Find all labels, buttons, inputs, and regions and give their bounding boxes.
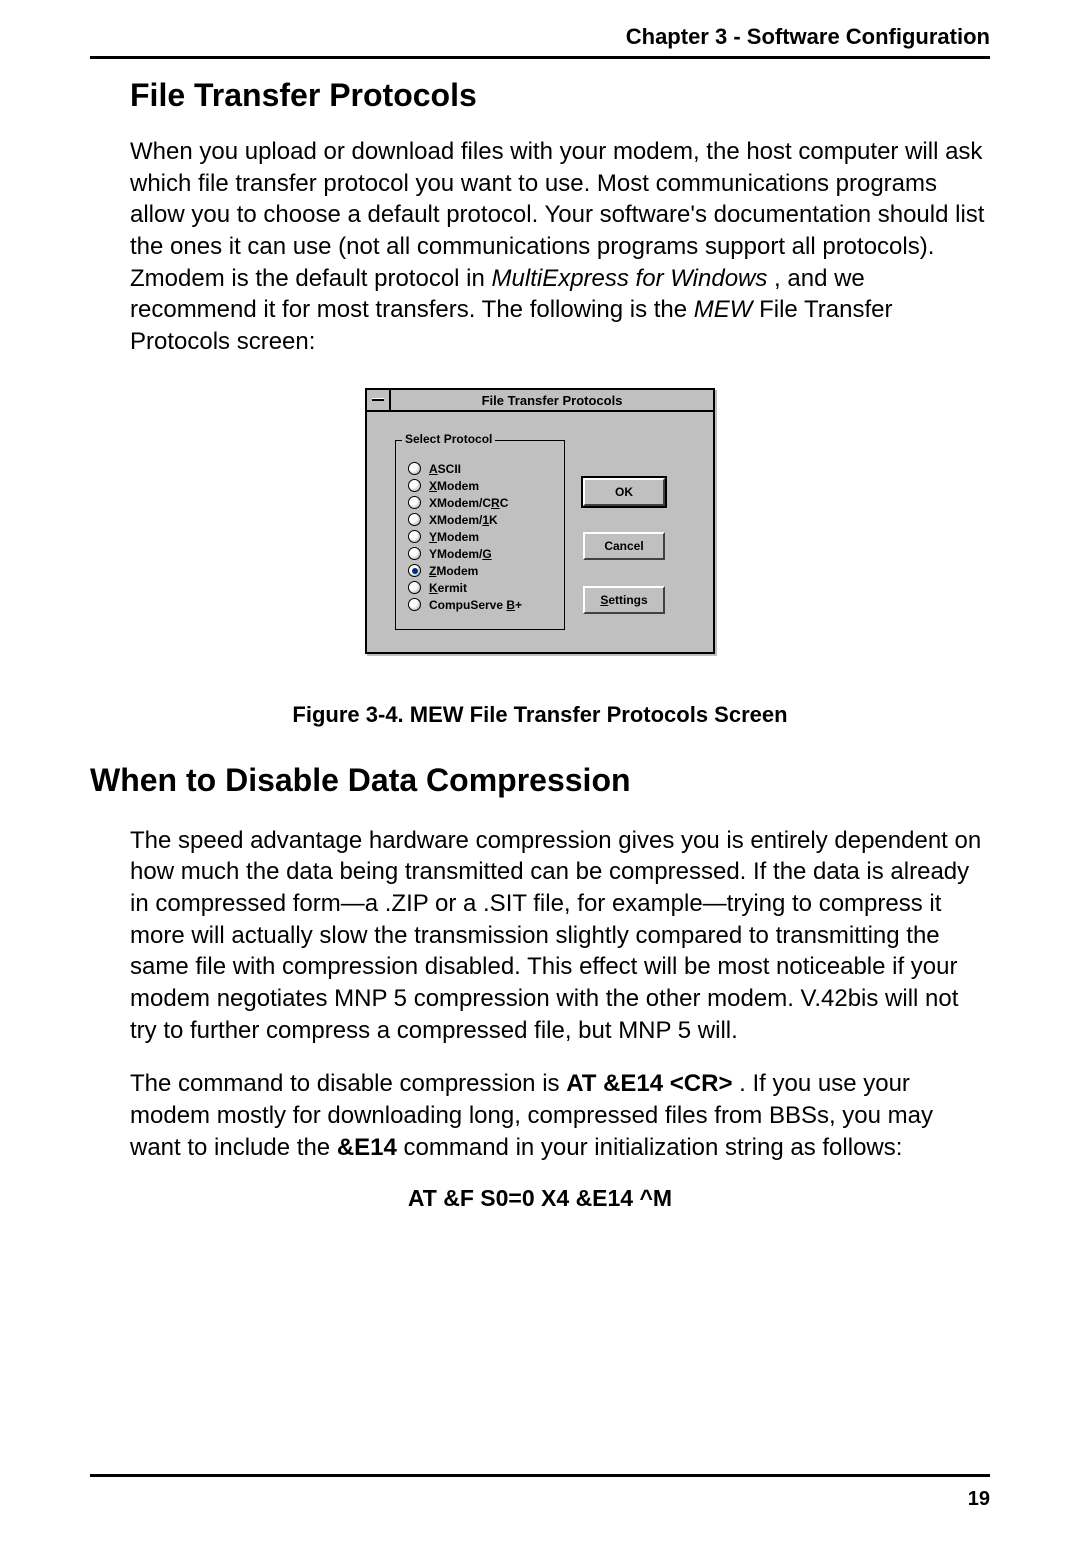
ok-button[interactable]: OK	[583, 478, 665, 506]
system-menu-icon	[372, 398, 384, 401]
radio-icon	[408, 547, 421, 560]
page: Chapter 3 - Software Configuration File …	[0, 0, 1080, 1553]
intro-paragraph: When you upload or download files with y…	[130, 136, 990, 358]
radio-label: YModem/G	[429, 547, 492, 561]
group-legend: Select Protocol	[402, 432, 495, 446]
radio-icon	[408, 598, 421, 611]
radio-icon	[408, 564, 421, 577]
radio-icon	[408, 581, 421, 594]
figure-caption: Figure 3-4. MEW File Transfer Protocols …	[90, 702, 990, 728]
radio-icon	[408, 513, 421, 526]
settings-button-rest: ettings	[608, 593, 647, 607]
section-title-file-transfer: File Transfer Protocols	[130, 77, 990, 114]
dialog-body: Select Protocol ASCII XModem XModem/CRC XMo…	[367, 412, 713, 652]
radio-label: ASCII	[429, 462, 461, 476]
section-title-compression: When to Disable Data Compression	[90, 762, 990, 799]
radio-label: XModem/1K	[429, 513, 498, 527]
text-fragment: command in your initialization string as…	[404, 1134, 903, 1161]
file-transfer-dialog: File Transfer Protocols Select Protocol …	[365, 388, 715, 654]
ok-button-label: OK	[615, 485, 633, 499]
chapter-header: Chapter 3 - Software Configuration	[90, 24, 990, 59]
radio-kermit[interactable]: Kermit	[408, 581, 548, 595]
radio-xmodem-crc[interactable]: XModem/CRC	[408, 496, 548, 510]
radio-label: XModem/CRC	[429, 496, 508, 510]
radio-label: ZModem	[429, 564, 478, 578]
footer-rule	[90, 1474, 990, 1477]
radio-label: CompuServe B+	[429, 598, 522, 612]
select-protocol-group: Select Protocol ASCIIXModemXModem/CRCXMo…	[395, 440, 565, 630]
radio-compuserve[interactable]: CompuServe B+	[408, 598, 548, 612]
radio-ymodem[interactable]: YModem	[408, 530, 548, 544]
compression-para-1: The speed advantage hardware compression…	[130, 825, 990, 1047]
radio-label: XModem	[429, 479, 479, 493]
radio-xmodem[interactable]: XModem	[408, 479, 548, 493]
init-string-command: AT &F S0=0 X4 &E14 ^M	[90, 1185, 990, 1212]
system-menu-button[interactable]	[367, 390, 391, 410]
dialog-titlebar: File Transfer Protocols	[367, 390, 713, 412]
dialog-title: File Transfer Protocols	[391, 390, 713, 410]
radio-ascii[interactable]: ASCII	[408, 462, 548, 476]
radio-icon	[408, 479, 421, 492]
radio-label: YModem	[429, 530, 479, 544]
page-number: 19	[968, 1488, 990, 1511]
text-bold-command-1: AT &E14 <CR>	[566, 1070, 732, 1097]
compression-para-2: The command to disable compression is AT…	[130, 1068, 990, 1163]
settings-button[interactable]: Settings	[583, 586, 665, 614]
radio-icon	[408, 530, 421, 543]
text-fragment: The command to disable compression is	[130, 1070, 566, 1097]
text-bold-command-2: &E14	[337, 1134, 397, 1161]
text-italic-mew: MEW	[694, 296, 753, 323]
radio-ymodem-g[interactable]: YModem/G	[408, 547, 548, 561]
radio-xmodem-1k[interactable]: XModem/1K	[408, 513, 548, 527]
radio-label: Kermit	[429, 581, 467, 595]
cancel-button[interactable]: Cancel	[583, 532, 665, 560]
figure-container: File Transfer Protocols Select Protocol …	[90, 388, 990, 654]
cancel-button-label: Cancel	[604, 539, 643, 553]
radio-zmodem[interactable]: ZModem	[408, 564, 548, 578]
radio-icon	[408, 496, 421, 509]
radio-icon	[408, 462, 421, 475]
text-italic-multiexpress: MultiExpress for Windows	[492, 265, 768, 292]
button-column: OK Cancel Settings	[583, 440, 665, 630]
